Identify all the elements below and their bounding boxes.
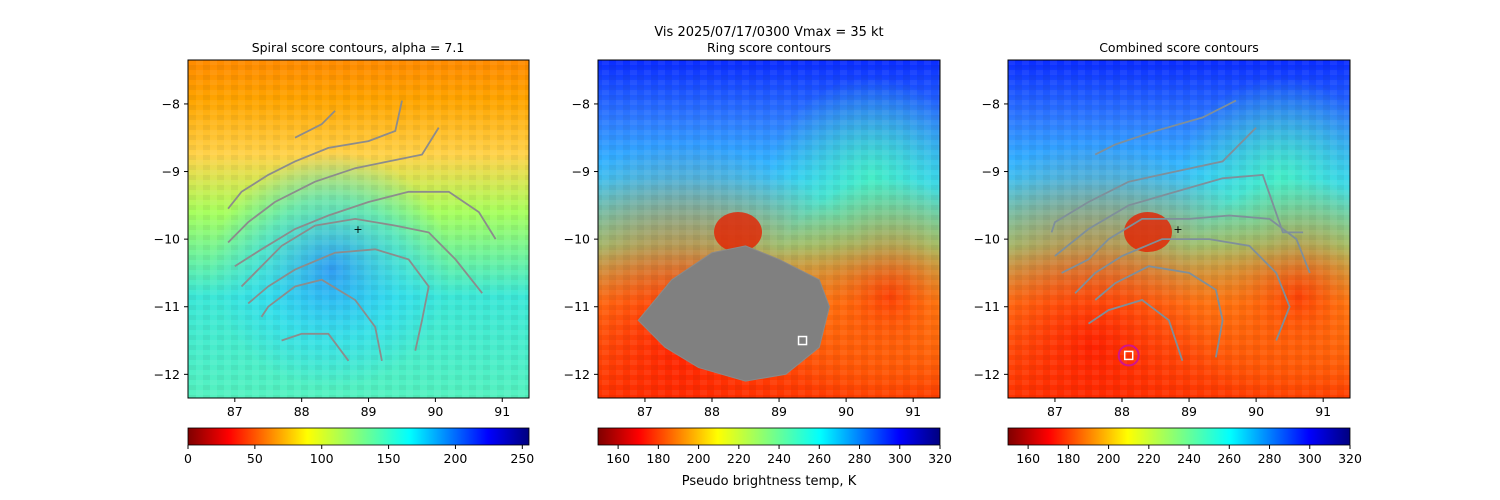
combined-best-center-marker [1123, 350, 1134, 361]
figure-title: Vis 2025/07/17/0300 Vmax = 35 kt [654, 25, 883, 40]
ring-colorbar-tick-label: 280 [848, 451, 872, 466]
combined-ytick-label: −9 [982, 164, 1000, 179]
contour-line [227, 127, 440, 244]
ring-ytick-label: −10 [564, 232, 590, 247]
combined-xtick-label: 87 [1047, 404, 1063, 419]
ring-colorbar-tick-label: 320 [928, 451, 952, 466]
ring-colorbar-tick-label: 200 [687, 451, 711, 466]
ring-xtick-label: 87 [637, 404, 653, 419]
spiral-colorbar-tick-label: 250 [510, 451, 534, 466]
combined-colorbar-tick-label: 280 [1258, 451, 1282, 466]
ring-colorbar [597, 427, 941, 446]
combined-ytick-label: −12 [974, 367, 1000, 382]
ring-ytick-label: −9 [572, 164, 590, 179]
combined-colorbar-tick-label: 260 [1217, 451, 1241, 466]
panel-combined: + Combined score contours 87 88 89 90 91 −8 −9… [974, 40, 1362, 466]
spiral-colorbar-tick-label: 150 [377, 451, 401, 466]
contour-line [1087, 299, 1184, 362]
combined-best-center-circle [1117, 344, 1140, 367]
panel-spiral: + Spiral score contours, alpha = 7.1 87 8… [154, 40, 535, 466]
contour-line [247, 248, 430, 351]
ring-xtick-label: 90 [838, 404, 854, 419]
contour-line [1050, 126, 1257, 233]
colorbar-label: Pseudo brightness temp, K [682, 474, 857, 489]
ring-ytick-label: −8 [572, 96, 590, 111]
combined-colorbar-tick-label: 220 [1137, 451, 1161, 466]
spiral-ytick-label: −9 [162, 164, 180, 179]
ring-masked-region [637, 245, 830, 382]
spiral-xtick-label: 87 [227, 404, 243, 419]
ring-ytick-label: −12 [564, 367, 590, 382]
spiral-xtick-label: 88 [294, 404, 310, 419]
combined-xtick-label: 89 [1181, 404, 1197, 419]
combined-xtick-label: 91 [1315, 404, 1331, 419]
ring-ytick-label: −11 [564, 299, 590, 314]
contour-line [234, 190, 497, 267]
spiral-colorbar-tick-label: 100 [310, 451, 334, 466]
ring-colorbar-tick-label: 180 [646, 451, 670, 466]
spiral-ytick-label: −10 [154, 232, 180, 247]
spiral-xtick-label: 91 [494, 404, 510, 419]
spiral-colorbar-tick-label: 200 [444, 451, 468, 466]
contour-line [1054, 173, 1304, 257]
spiral-xtick-label: 90 [427, 404, 443, 419]
combined-ytick-label: −11 [974, 299, 1000, 314]
combined-xtick-label: 90 [1248, 404, 1264, 419]
ring-xtick-label: 91 [905, 404, 921, 419]
combined-colorbar-tick-label: 180 [1056, 451, 1080, 466]
contour-line [1074, 238, 1291, 341]
contour-line [227, 100, 403, 210]
ring-colorbar-tick-label: 260 [807, 451, 831, 466]
center-plus-marker: + [353, 223, 362, 236]
spiral-ytick-label: −11 [154, 299, 180, 314]
combined-colorbar-tick-label: 240 [1177, 451, 1201, 466]
ring-colorbar-tick-label: 220 [727, 451, 751, 466]
ring-colorbar-tick-label: 240 [767, 451, 791, 466]
combined-colorbar-tick-label: 160 [1016, 451, 1040, 466]
combined-ytick-label: −10 [974, 232, 1000, 247]
combined-xtick-label: 88 [1114, 404, 1130, 419]
combined-colorbar-tick-label: 320 [1338, 451, 1362, 466]
contour-line [260, 278, 383, 361]
center-plus-marker-combined: + [1173, 223, 1182, 236]
combined-colorbar-tick-label: 200 [1097, 451, 1121, 466]
panel-ring: Ring score contours 87 88 89 90 91 −8 −9 −10 −11… [564, 40, 952, 489]
combined-title: Combined score contours [1099, 40, 1259, 55]
combined-ytick-label: −8 [982, 96, 1000, 111]
spiral-ytick-label: −8 [162, 96, 180, 111]
ring-colorbar-tick-label: 160 [606, 451, 630, 466]
spiral-contour-lines [227, 100, 497, 362]
ring-colorbar-tick-label: 300 [888, 451, 912, 466]
contour-line [281, 332, 350, 362]
ring-max-marker [797, 335, 808, 346]
ring-xtick-label: 88 [704, 404, 720, 419]
spiral-colorbar-tick-label: 50 [247, 451, 263, 466]
combined-colorbar [1007, 427, 1351, 446]
contour-line [1061, 214, 1311, 274]
spiral-ytick-label: −12 [154, 367, 180, 382]
combined-colorbar-tick-label: 300 [1298, 451, 1322, 466]
spiral-title: Spiral score contours, alpha = 7.1 [252, 40, 465, 55]
ring-title: Ring score contours [707, 40, 831, 55]
ring-xtick-label: 89 [771, 404, 787, 419]
contour-line [1094, 99, 1237, 156]
spiral-colorbar [187, 427, 530, 446]
combined-contour-lines [1050, 99, 1311, 362]
contour-line [294, 110, 336, 139]
contour-line [1094, 265, 1224, 358]
spiral-colorbar-tick-label: 0 [184, 451, 192, 466]
spiral-xtick-label: 89 [361, 404, 377, 419]
contour-line [240, 217, 483, 294]
